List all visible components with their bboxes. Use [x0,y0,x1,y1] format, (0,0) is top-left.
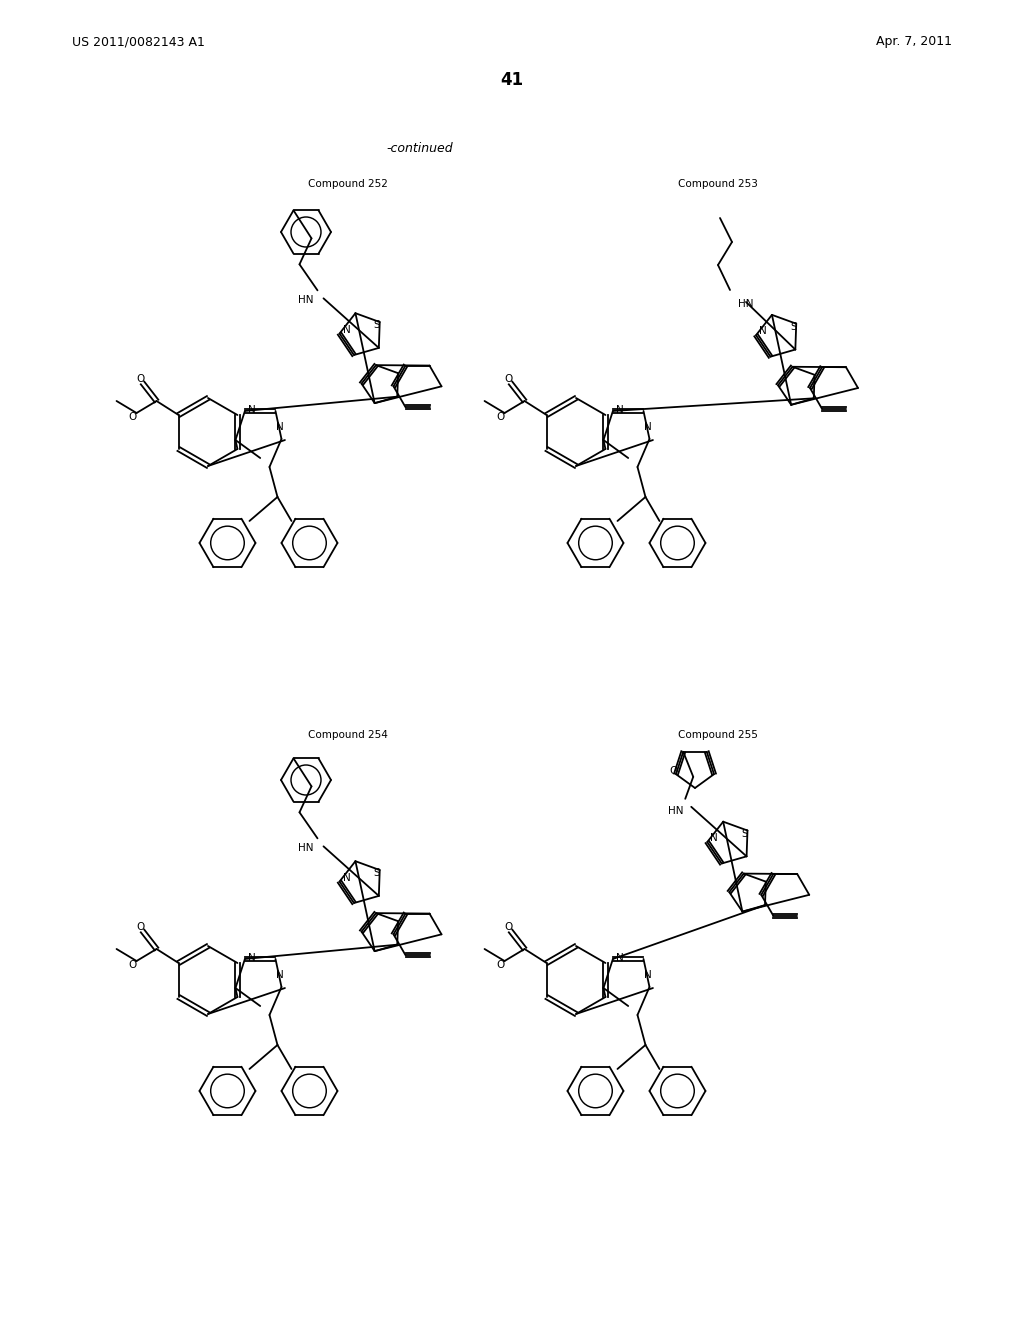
Text: Apr. 7, 2011: Apr. 7, 2011 [876,36,952,49]
Text: O: O [128,412,136,422]
Text: O: O [505,921,513,932]
Text: Compound 254: Compound 254 [308,730,388,741]
Text: N: N [711,833,718,843]
Text: N: N [644,422,652,432]
Text: N: N [276,970,284,979]
Text: S: S [790,322,797,331]
Text: O: O [128,960,136,970]
Text: O: O [497,960,505,970]
Text: O: O [136,374,144,384]
Text: N: N [616,953,624,964]
Text: HN: HN [668,805,683,816]
Text: N: N [249,953,256,964]
Text: US 2011/0082143 A1: US 2011/0082143 A1 [72,36,205,49]
Text: O: O [497,412,505,422]
Text: N: N [616,405,624,414]
Text: 41: 41 [501,71,523,88]
Text: Compound 255: Compound 255 [678,730,758,741]
Text: S: S [374,869,380,878]
Text: -continued: -continued [387,141,454,154]
Text: N: N [343,325,350,334]
Text: N: N [644,970,652,979]
Text: N: N [249,405,256,414]
Text: HN: HN [298,296,313,305]
Text: O: O [669,766,677,776]
Text: N: N [343,873,350,883]
Text: N: N [759,326,767,337]
Text: O: O [136,921,144,932]
Text: S: S [374,319,380,330]
Text: O: O [505,374,513,384]
Text: HN: HN [298,843,313,853]
Text: Compound 253: Compound 253 [678,180,758,189]
Text: HN: HN [738,300,754,309]
Text: S: S [741,829,748,838]
Text: N: N [276,422,284,432]
Text: Compound 252: Compound 252 [308,180,388,189]
